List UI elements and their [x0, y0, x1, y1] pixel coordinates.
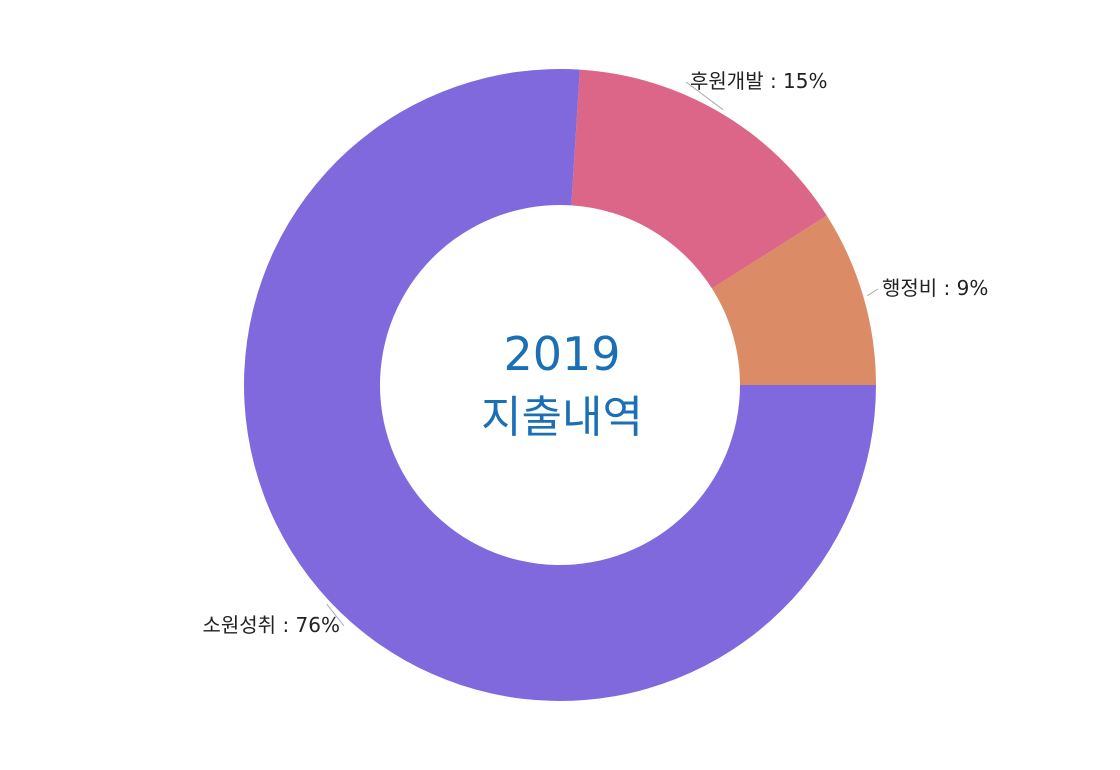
center-title-text: 지출내역: [481, 392, 643, 443]
leader-line-행정비: [867, 288, 879, 297]
center-year-text: 2019: [503, 327, 620, 381]
leader-line-소원성취: [326, 603, 345, 627]
leader-lines-group: [326, 81, 879, 627]
slice-행정비: [711, 215, 876, 385]
slice-label-후원개발: 후원개발 : 15%: [690, 69, 828, 93]
leader-line-후원개발: [685, 81, 724, 110]
slice-label-소원성취: 소원성취 : 76%: [202, 613, 340, 637]
slice-소원성취: [244, 68, 876, 701]
labels-group: 행정비 : 9% 후원개발 : 15% 소원성취 : 76%: [202, 69, 988, 637]
slice-후원개발: [571, 69, 827, 289]
slice-label-행정비: 행정비 : 9%: [882, 276, 988, 300]
slices-group: [244, 68, 876, 701]
